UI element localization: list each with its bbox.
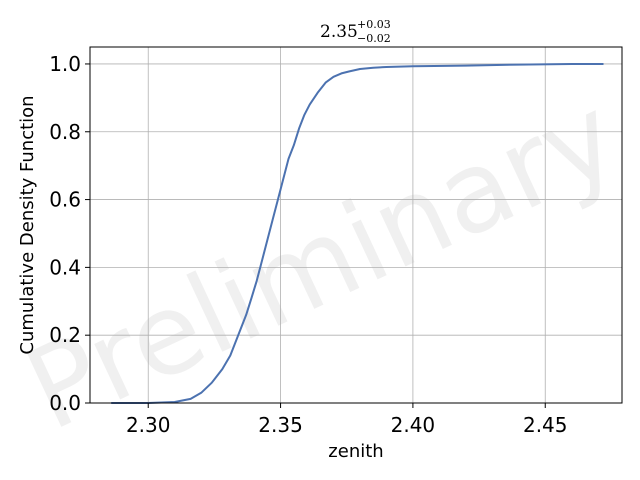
y-axis-label: Cumulative Density Function — [17, 95, 38, 354]
x-tick-label: 2.40 — [391, 413, 436, 437]
y-tick-label: 0.8 — [49, 120, 81, 144]
x-axis-label: zenith — [328, 441, 383, 462]
plot-area — [111, 63, 604, 404]
axes-frame — [89, 46, 623, 404]
watermark-text: Preliminary — [8, 71, 636, 456]
title-value: 2.35 — [320, 22, 358, 42]
chart-title: 2.35 +0.03 −0.02 — [320, 18, 391, 45]
x-tick-label: 2.30 — [126, 413, 171, 437]
y-tick-label: 1.0 — [49, 52, 81, 76]
ticks: 2.30 2.35 2.40 2.45 0.0 0.2 0.4 0.6 0.8 1.0 — [49, 52, 567, 437]
y-tick-label: 0.4 — [49, 255, 81, 279]
cdf-series-line — [111, 63, 604, 404]
y-tick-label: 0.2 — [49, 323, 81, 347]
x-tick-label: 2.35 — [258, 413, 303, 437]
x-tick-label: 2.45 — [523, 413, 568, 437]
title-lower-error: −0.02 — [357, 32, 391, 45]
title-upper-error: +0.03 — [357, 18, 391, 31]
y-tick-label: 0.6 — [49, 188, 81, 212]
y-tick-label: 0.0 — [49, 391, 81, 415]
